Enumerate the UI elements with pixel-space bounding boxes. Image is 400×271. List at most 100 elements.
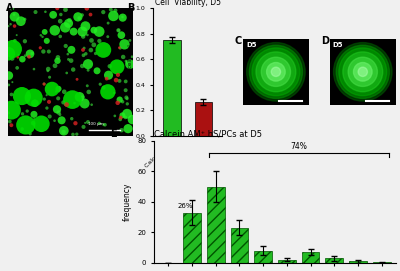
Point xyxy=(40,49,46,54)
Point xyxy=(42,9,49,14)
Point xyxy=(55,87,62,91)
Point xyxy=(11,24,18,28)
Bar xyxy=(302,252,320,263)
Point xyxy=(80,34,86,39)
Point xyxy=(104,34,111,39)
Point xyxy=(79,13,85,17)
Text: D5: D5 xyxy=(246,41,256,48)
Text: 100 μm: 100 μm xyxy=(88,122,104,126)
Point xyxy=(96,30,102,34)
Point xyxy=(62,44,69,48)
Point xyxy=(11,12,17,17)
Circle shape xyxy=(271,67,280,76)
Point xyxy=(118,128,125,132)
Circle shape xyxy=(358,67,368,76)
Point xyxy=(94,69,100,73)
Point xyxy=(122,79,129,83)
Point xyxy=(50,13,56,17)
Point xyxy=(45,69,51,73)
Text: B: B xyxy=(127,3,134,13)
Point xyxy=(76,95,83,99)
Point xyxy=(104,76,110,81)
Text: D5: D5 xyxy=(333,41,343,48)
Point xyxy=(84,84,90,88)
Point xyxy=(82,24,89,28)
Point xyxy=(88,102,95,107)
Point xyxy=(61,128,67,133)
Point xyxy=(76,16,82,20)
Point xyxy=(52,28,58,33)
Point xyxy=(82,101,88,106)
Point xyxy=(66,18,72,22)
Point xyxy=(46,114,53,119)
Point xyxy=(88,48,94,52)
Point xyxy=(68,48,75,52)
Point xyxy=(12,39,18,43)
Point xyxy=(31,117,38,121)
Point xyxy=(117,117,124,122)
Point xyxy=(5,24,12,28)
Point xyxy=(115,73,121,77)
Point xyxy=(32,10,39,14)
Point xyxy=(57,19,64,23)
Point xyxy=(24,109,30,113)
Point xyxy=(65,21,72,25)
Point xyxy=(8,123,14,127)
Point xyxy=(105,73,112,77)
Text: 26%: 26% xyxy=(177,203,192,209)
Point xyxy=(37,46,44,50)
Point xyxy=(56,89,62,94)
Point xyxy=(116,98,123,102)
Point xyxy=(83,52,89,56)
Point xyxy=(14,33,20,37)
Point xyxy=(32,101,38,105)
Point xyxy=(75,15,81,19)
Text: C: C xyxy=(235,36,242,46)
Point xyxy=(58,118,65,122)
Point xyxy=(70,132,76,137)
Point xyxy=(123,95,130,100)
Point xyxy=(68,59,74,63)
Point xyxy=(27,52,33,56)
Point xyxy=(60,100,66,105)
Point xyxy=(46,75,53,79)
Point xyxy=(61,90,68,94)
Point xyxy=(52,64,58,68)
Point xyxy=(119,15,126,19)
Point xyxy=(118,115,124,120)
Bar xyxy=(230,228,248,263)
Point xyxy=(31,112,37,117)
Point xyxy=(38,33,44,37)
Y-axis label: cell count / cell total: cell count / cell total xyxy=(128,44,133,100)
Point xyxy=(55,96,61,101)
Bar xyxy=(373,262,391,263)
Circle shape xyxy=(261,57,290,86)
Point xyxy=(44,93,50,97)
Circle shape xyxy=(266,63,285,81)
Point xyxy=(8,92,15,97)
Point xyxy=(115,28,122,33)
Point xyxy=(31,67,37,71)
Point xyxy=(5,111,12,115)
Point xyxy=(80,53,87,57)
Point xyxy=(129,117,136,122)
Point xyxy=(41,82,47,86)
Point xyxy=(9,6,15,10)
Point xyxy=(80,48,86,52)
Point xyxy=(118,33,124,37)
Point xyxy=(112,114,118,118)
Point xyxy=(124,112,130,116)
Point xyxy=(64,102,70,107)
Point xyxy=(88,38,95,43)
Point xyxy=(63,102,69,106)
Point xyxy=(27,132,33,136)
Point xyxy=(15,55,21,60)
Point xyxy=(114,65,120,69)
Point xyxy=(105,21,111,25)
Bar xyxy=(326,258,343,263)
Circle shape xyxy=(252,48,300,96)
Circle shape xyxy=(249,45,302,98)
Point xyxy=(64,71,70,75)
Point xyxy=(74,77,80,82)
Circle shape xyxy=(348,57,377,86)
